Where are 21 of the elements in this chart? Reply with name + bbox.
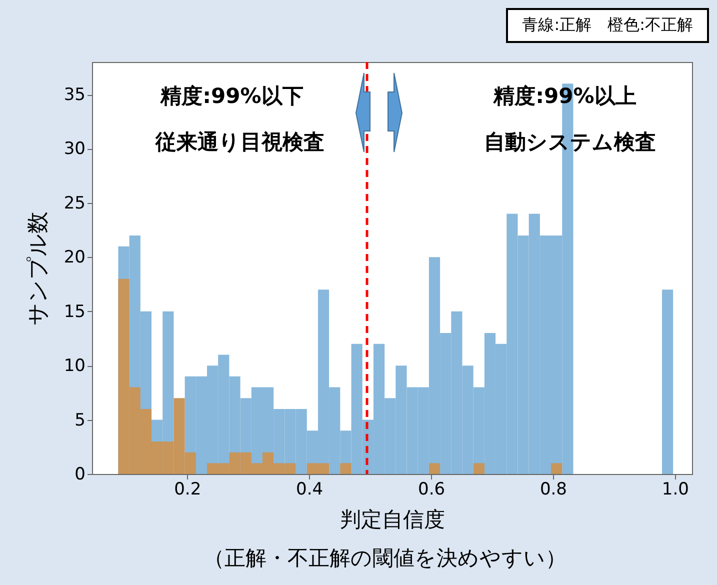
y-tick-label: 25: [64, 193, 86, 214]
annotation: 精度:99%以上: [494, 83, 636, 110]
x-tick-label: 0.4: [296, 480, 324, 500]
x-tick-label: 0.8: [540, 480, 567, 500]
x-tick-label: 0.6: [418, 480, 446, 500]
y-tick-label: 15: [64, 302, 86, 322]
annotation: 自動システム検査: [484, 129, 656, 156]
annotation: 精度:99%以下: [160, 83, 304, 110]
y-tick-label: 35: [64, 85, 86, 106]
y-axis-title: サンプル数: [26, 212, 51, 326]
y-tick-label: 30: [64, 139, 86, 160]
y-tick-label: 5: [74, 410, 86, 430]
x-tick-label: 1.0: [662, 480, 689, 500]
text: （正解・不正解の閾値を決めやすい）: [204, 545, 566, 572]
x-axis-title: 判定自信度: [340, 508, 445, 532]
y-tick-label: 10: [64, 356, 86, 376]
annotation: 従来通り目視検査: [156, 129, 324, 156]
text: 青線:正解 橙色:不正解: [506, 8, 709, 43]
y-tick-label: 0: [74, 464, 86, 484]
x-tick-label: 0.2: [174, 480, 202, 500]
y-tick-label: 20: [64, 248, 86, 268]
